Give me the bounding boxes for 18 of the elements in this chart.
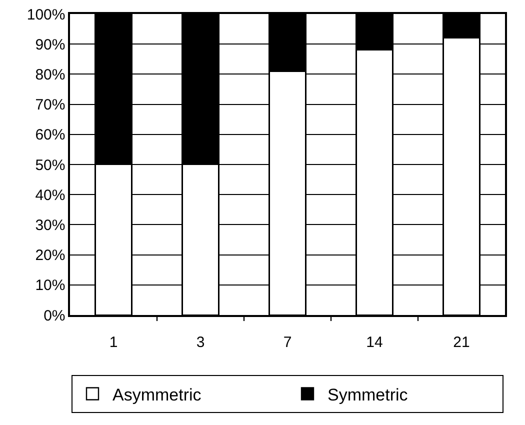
y-tick-label: 40% [35, 186, 66, 204]
x-tick-label: 14 [366, 334, 383, 351]
legend-label: Symmetric [328, 385, 408, 404]
y-tick-label: 80% [35, 66, 66, 84]
y-tick-label: 70% [35, 96, 66, 114]
y-tick-label: 0% [44, 307, 66, 324]
y-tick-label: 20% [35, 247, 66, 264]
y-tick-label: 100% [26, 6, 66, 24]
legend-label: Asymmetric [112, 385, 202, 404]
x-tick-label: 21 [453, 334, 470, 351]
y-tick-label: 60% [35, 126, 66, 144]
y-tick-label: 90% [35, 36, 66, 54]
y-tick-label: 50% [35, 156, 66, 174]
x-tick-label: 3 [196, 334, 205, 351]
x-tick-label: 7 [283, 334, 292, 351]
y-tick-label: 30% [35, 216, 66, 234]
x-tick-label: 1 [109, 334, 118, 351]
y-tick-label: 10% [35, 277, 66, 294]
